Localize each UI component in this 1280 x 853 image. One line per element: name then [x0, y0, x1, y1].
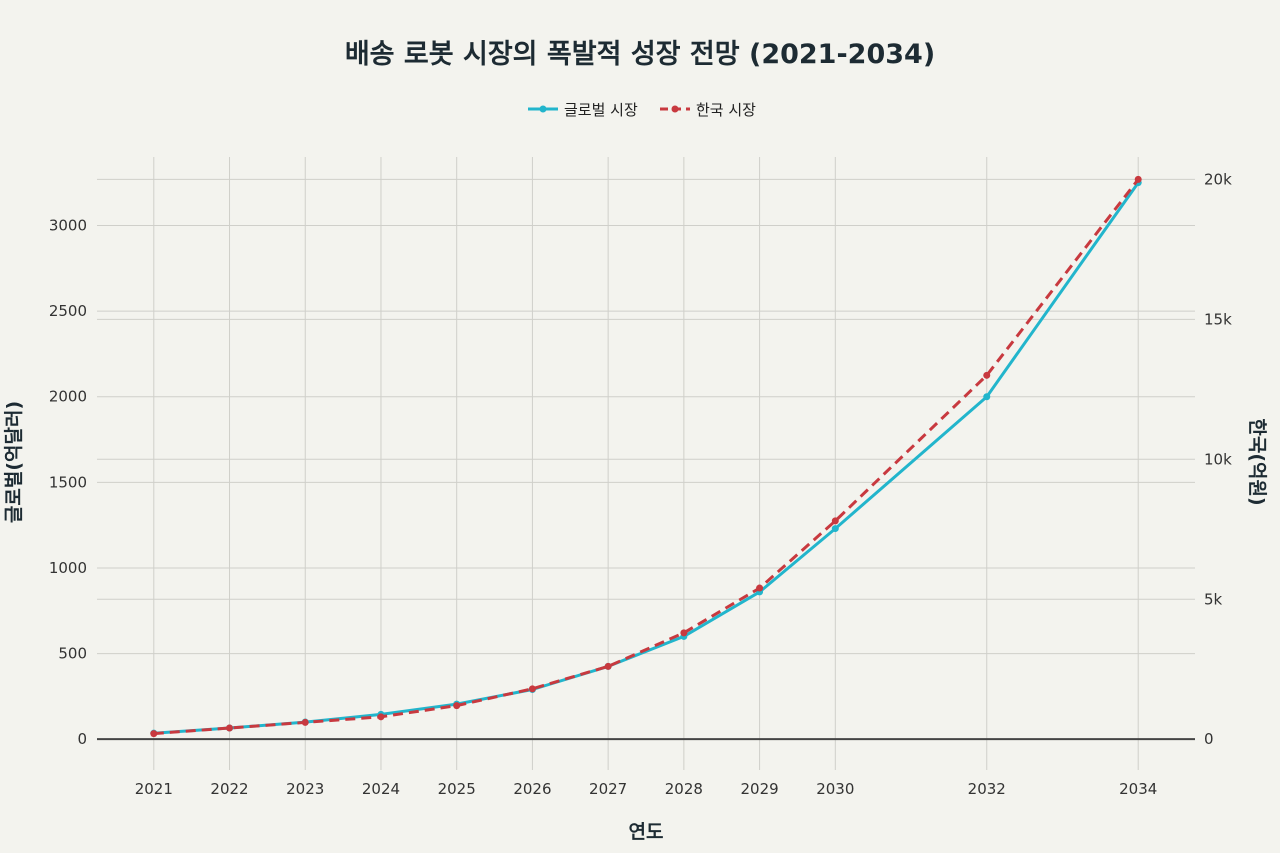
series-2-point-2030	[831, 517, 839, 525]
y-left-tick-label-500: 500	[58, 645, 87, 663]
series-2-point-2032	[983, 371, 991, 379]
y-left-tick-label-3000: 3000	[49, 216, 87, 234]
series-2-point-2025	[453, 702, 461, 710]
series-1-point-2030	[831, 525, 839, 533]
series-2-point-2028	[680, 629, 688, 637]
y-left-tick-label-2500: 2500	[49, 302, 87, 320]
y-left-tick-label-0: 0	[77, 730, 87, 748]
x-tick-label-2034: 2034	[1119, 780, 1157, 798]
x-tick-label-2025: 2025	[438, 780, 476, 798]
x-tick-label-2027: 2027	[589, 780, 627, 798]
series-2-point-2023	[301, 718, 309, 726]
series-layer	[150, 175, 1142, 738]
x-axis-title: 연도	[629, 821, 664, 843]
tick-label-layer: 2021 2022 2023 2024 2025 2026 2027 2028 2029 2030…	[49, 170, 1232, 798]
y-left-tick-label-1000: 1000	[49, 559, 87, 577]
x-tick-label-2028: 2028	[665, 780, 703, 798]
legend-label-2: 한국 시장	[696, 101, 756, 119]
y-right-tick-label-20000: 20k	[1204, 170, 1232, 188]
x-tick-label-2024: 2024	[362, 780, 400, 798]
x-tick-label-2023: 2023	[286, 780, 324, 798]
grid-layer	[97, 157, 1195, 770]
y-right-tick-label-0: 0	[1204, 730, 1214, 748]
x-tick-label-2026: 2026	[513, 780, 551, 798]
x-tick-label-2022: 2022	[210, 780, 248, 798]
x-tick-label-2029: 2029	[740, 780, 778, 798]
chart-title: 배송 로봇 시장의 폭발적 성장 전망 (2021-2034)	[345, 39, 935, 70]
x-tick-label-2032: 2032	[968, 780, 1006, 798]
series-2-point-2027	[604, 662, 612, 670]
series-2-point-2024	[377, 713, 385, 721]
x-tick-label-2030: 2030	[816, 780, 854, 798]
series-line-2	[153, 178, 1140, 736]
series-2-point-2029	[756, 584, 764, 592]
x-tick-label-2021: 2021	[135, 780, 173, 798]
series-2-point-2021	[150, 730, 158, 738]
series-1	[150, 179, 1142, 737]
y-right-tick-label-10000: 10k	[1204, 450, 1232, 468]
y-left-tick-label-2000: 2000	[49, 388, 87, 406]
legend-marker-1	[539, 105, 547, 113]
legend: 글로벌 시장 한국 시장	[528, 101, 756, 119]
legend-marker-2	[671, 105, 679, 113]
y-axis-left-title: 글로벌(억달러)	[3, 401, 25, 523]
series-1-point-2032	[983, 393, 991, 401]
y-right-tick-label-5000: 5k	[1204, 590, 1223, 608]
series-2-point-2034	[1134, 175, 1142, 183]
y-left-tick-label-1500: 1500	[49, 473, 87, 491]
y-right-tick-label-15000: 15k	[1204, 310, 1232, 328]
series-2-point-2022	[226, 724, 234, 732]
series-2-point-2026	[528, 685, 536, 693]
y-axis-right-title: 한국(억원)	[1246, 418, 1268, 505]
series-2	[150, 175, 1142, 738]
legend-label-1: 글로벌 시장	[564, 101, 638, 119]
